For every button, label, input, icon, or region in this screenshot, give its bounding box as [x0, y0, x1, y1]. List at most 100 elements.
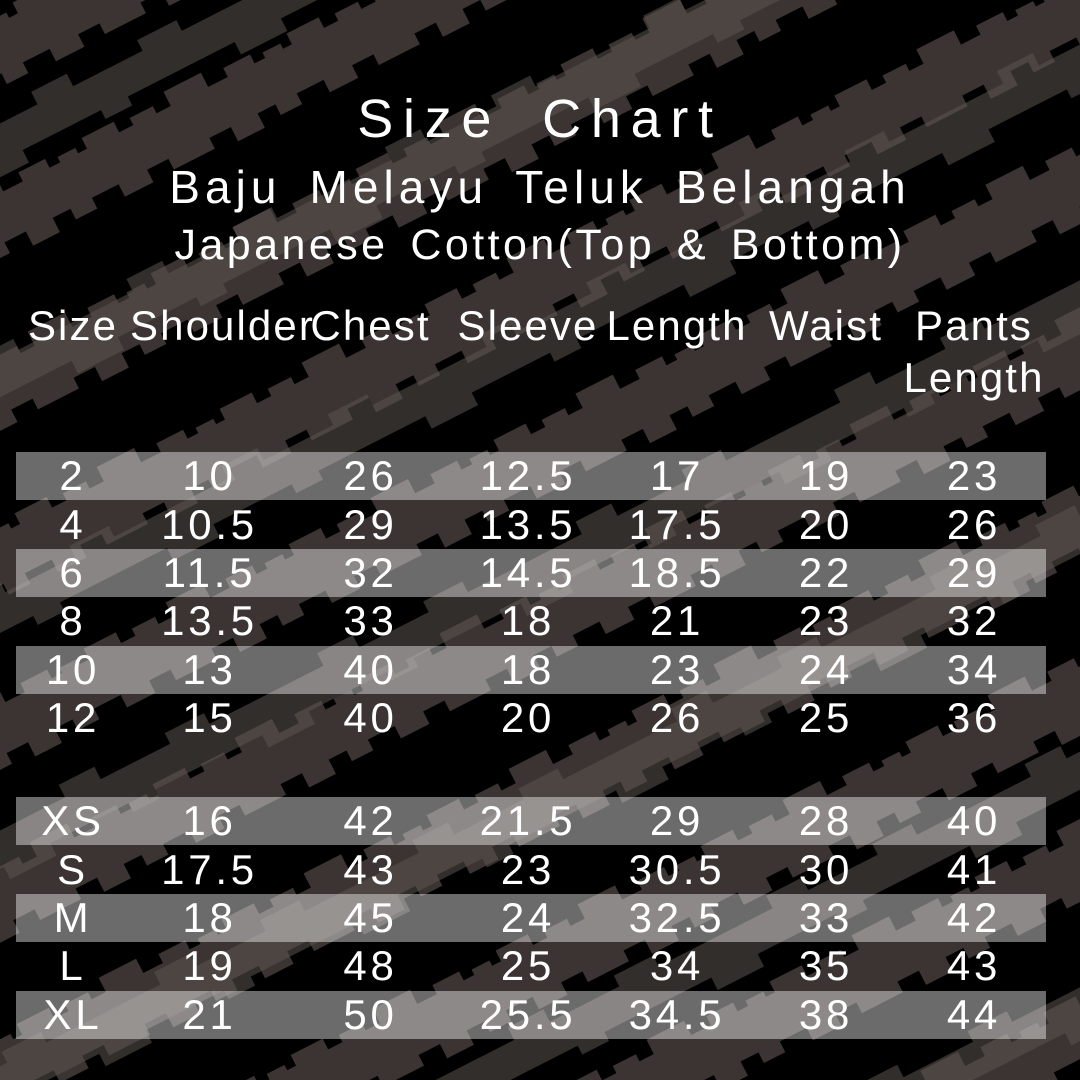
table-row: S 17.5 43 23 30.5 30 41	[16, 845, 1046, 893]
table-cell: 17.5	[628, 500, 726, 548]
table-cell: 43	[946, 942, 1002, 990]
table-cell: 8	[59, 597, 87, 645]
table-cell: 24	[798, 645, 854, 693]
kids-size-group: 2 10 26 12.5 17 19 23 4 10.5 29 13.5 17.…	[16, 452, 1046, 742]
table-cell: 23	[500, 845, 556, 893]
table-cell: 14.5	[479, 548, 577, 596]
table-cell: 29	[343, 500, 398, 548]
adult-size-group: XS 16 42 21.5 29 28 40 S 17.5 43 23 30.5…	[16, 797, 1046, 1039]
table-cell: 12.5	[479, 452, 577, 500]
table-cell: 23	[798, 597, 854, 645]
table-cell: 10	[45, 645, 101, 693]
table-cell: 26	[946, 500, 1002, 548]
table-cell: 18	[182, 893, 237, 941]
table-cell: 44	[946, 990, 1002, 1038]
table-cell: 18	[500, 645, 556, 693]
product-name: Baju Melayu Teluk Belangah	[169, 161, 911, 213]
table-cell: XS	[41, 797, 105, 845]
table-cell: 6	[59, 548, 87, 596]
material-line: Japanese Cotton(Top & Bottom)	[174, 221, 906, 269]
column-header-chest: Chest	[310, 302, 431, 349]
table-row: M 18 45 24 32.5 33 42	[16, 893, 1046, 943]
table-cell: 19	[798, 452, 854, 500]
table-cell: 42	[946, 893, 1002, 941]
table-row: 10 13 40 18 23 24 34	[16, 645, 1046, 694]
column-header-length: Length	[606, 302, 748, 349]
table-cell: 2	[59, 452, 87, 500]
table-cell: 40	[946, 797, 1002, 845]
table-row: 2 10 26 12.5 17 19 23	[16, 452, 1046, 501]
table-cell: 48	[343, 942, 398, 990]
column-header-shoulder: Shoulder	[130, 302, 315, 349]
table-cell: 23	[649, 645, 705, 693]
table-row: L 19 48 25 34 35 43	[16, 942, 1046, 990]
table-cell: 21	[182, 990, 237, 1038]
table-cell: 26	[649, 694, 705, 742]
table-cell: 34	[946, 645, 1002, 693]
table-cell: XL	[43, 990, 103, 1038]
table-cell: 17	[649, 452, 705, 500]
table-cell: 32	[343, 548, 398, 596]
table-cell: 28	[798, 797, 854, 845]
table-cell: S	[57, 845, 89, 893]
table-cell: 19	[182, 942, 237, 990]
table-cell: 38	[798, 990, 854, 1038]
table-cell: 32	[946, 597, 1002, 645]
table-cell: 21.5	[479, 797, 577, 845]
table-cell: 21	[649, 597, 705, 645]
table-cell: 11.5	[162, 548, 257, 596]
table-cell: 29	[946, 548, 1002, 596]
table-row: 6 11.5 32 14.5 18.5 22 29	[16, 548, 1046, 598]
table-cell: 16	[182, 797, 237, 845]
table-cell: L	[59, 942, 87, 990]
table-cell: 23	[946, 452, 1002, 500]
table-cell: 41	[946, 845, 1002, 893]
table-cell: 17.5	[161, 845, 258, 893]
page-title: Size Chart	[357, 89, 723, 149]
table-cell: 4	[59, 500, 87, 548]
table-cell: 18	[500, 597, 556, 645]
table-cell: 20	[798, 500, 854, 548]
table-cell: 29	[649, 797, 705, 845]
column-header-sleeve: Sleeve	[457, 302, 599, 349]
table-cell: 33	[798, 893, 854, 941]
table-cell: 13	[182, 645, 237, 693]
table-cell: 34	[649, 942, 705, 990]
table-cell: 26	[343, 452, 398, 500]
table-row: XS 16 42 21.5 29 28 40	[16, 797, 1046, 846]
table-cell: 33	[343, 597, 398, 645]
table-cell: 36	[946, 694, 1002, 742]
table-cell: 18.5	[628, 548, 726, 596]
table-cell: 12	[45, 694, 101, 742]
table-cell: 50	[343, 990, 398, 1038]
table-cell: 34.5	[628, 990, 726, 1038]
table-cell: 42	[343, 797, 398, 845]
table-cell: 32.5	[628, 893, 726, 941]
table-cell: 43	[343, 845, 398, 893]
table-cell: 40	[343, 694, 398, 742]
table-header-row: Size Shoulder Chest Sleeve Length Waist …	[16, 300, 1046, 404]
table-cell: 45	[343, 893, 398, 941]
column-header-waist: Waist	[769, 302, 883, 349]
table-cell: 30.5	[628, 845, 726, 893]
table-cell: M	[53, 893, 93, 941]
table-cell: 13.5	[479, 500, 577, 548]
table-cell: 25	[798, 694, 854, 742]
table-cell: 15	[182, 694, 237, 742]
table-cell: 10	[182, 452, 237, 500]
table-cell: 10.5	[161, 500, 258, 548]
column-header-pants-length: Pants Length	[903, 302, 1045, 401]
table-cell: 20	[500, 694, 556, 742]
table-cell: 13.5	[161, 597, 258, 645]
table-cell: 35	[798, 942, 854, 990]
table-cell: 25.5	[479, 990, 577, 1038]
table-row: 8 13.5 33 18 21 23 32	[16, 597, 1046, 645]
table-row: XL 21 50 25.5 34.5 38 44	[16, 990, 1046, 1039]
table-cell: 22	[798, 548, 854, 596]
table-row: 12 15 40 20 26 25 36	[16, 694, 1046, 742]
table-row: 4 10.5 29 13.5 17.5 20 26	[16, 500, 1046, 548]
table-cell: 25	[500, 942, 556, 990]
table-cell: 30	[798, 845, 854, 893]
